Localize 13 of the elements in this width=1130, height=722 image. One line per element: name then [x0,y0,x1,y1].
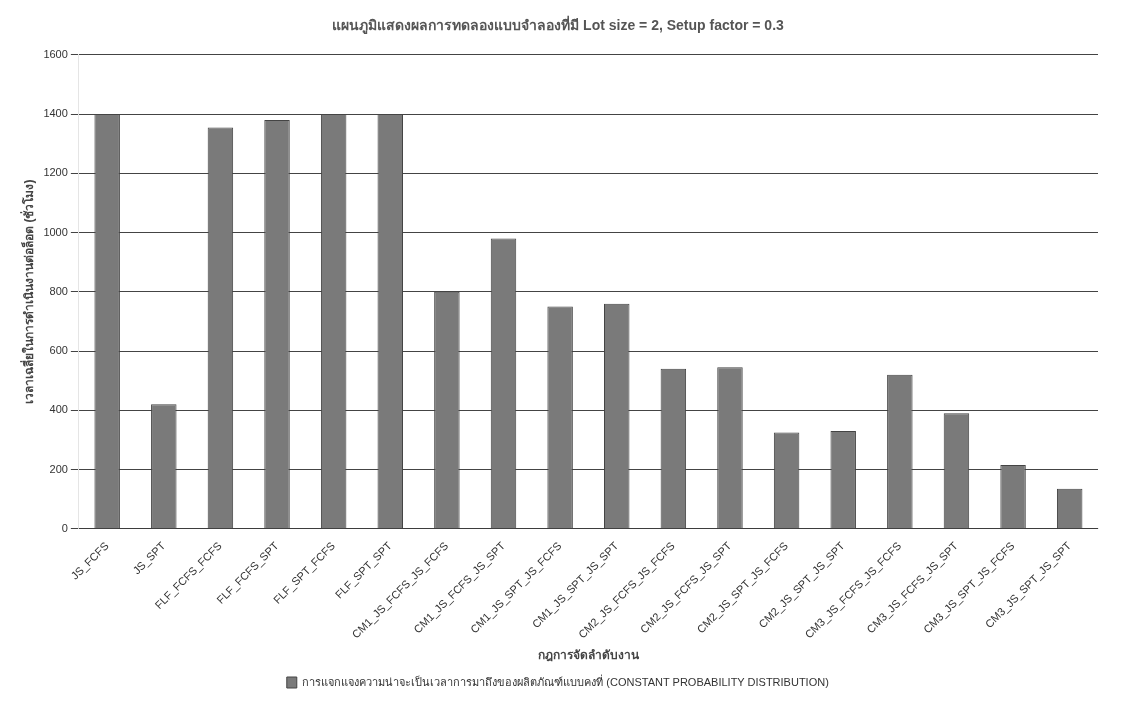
y-tick-label: 1000 [43,225,68,238]
y-tick-label: 1200 [43,166,68,179]
y-tick-label: 1400 [43,107,68,120]
legend-label: การแจกแจงความน่าจะเป็นเวลาการมาถึงของผลิตภัณฑ์แบบคงที่ (CONSTANT PROBABILITY DISTRIBUTION) [302,673,829,688]
x-axis-title: กฎการจัดลำดับงาน [537,648,640,663]
y-tick-label: 800 [49,284,68,297]
y-tick-label: 400 [49,403,68,416]
y-tick-label: 0 [61,521,68,534]
chart-title: แผนภูมิแสดงผลการทดลองแบบจำลองที่มี Lot size = 2, Setup factor = 0.3 [332,15,785,35]
y-tick-label: 200 [49,462,68,475]
y-tick-label: 1600 [43,47,68,60]
y-axis-title: เวลาเฉลี่ยในการดำเนินงานต่อล็อต (ชั่วโมง) [19,179,36,404]
y-tick-label: 600 [49,344,68,357]
